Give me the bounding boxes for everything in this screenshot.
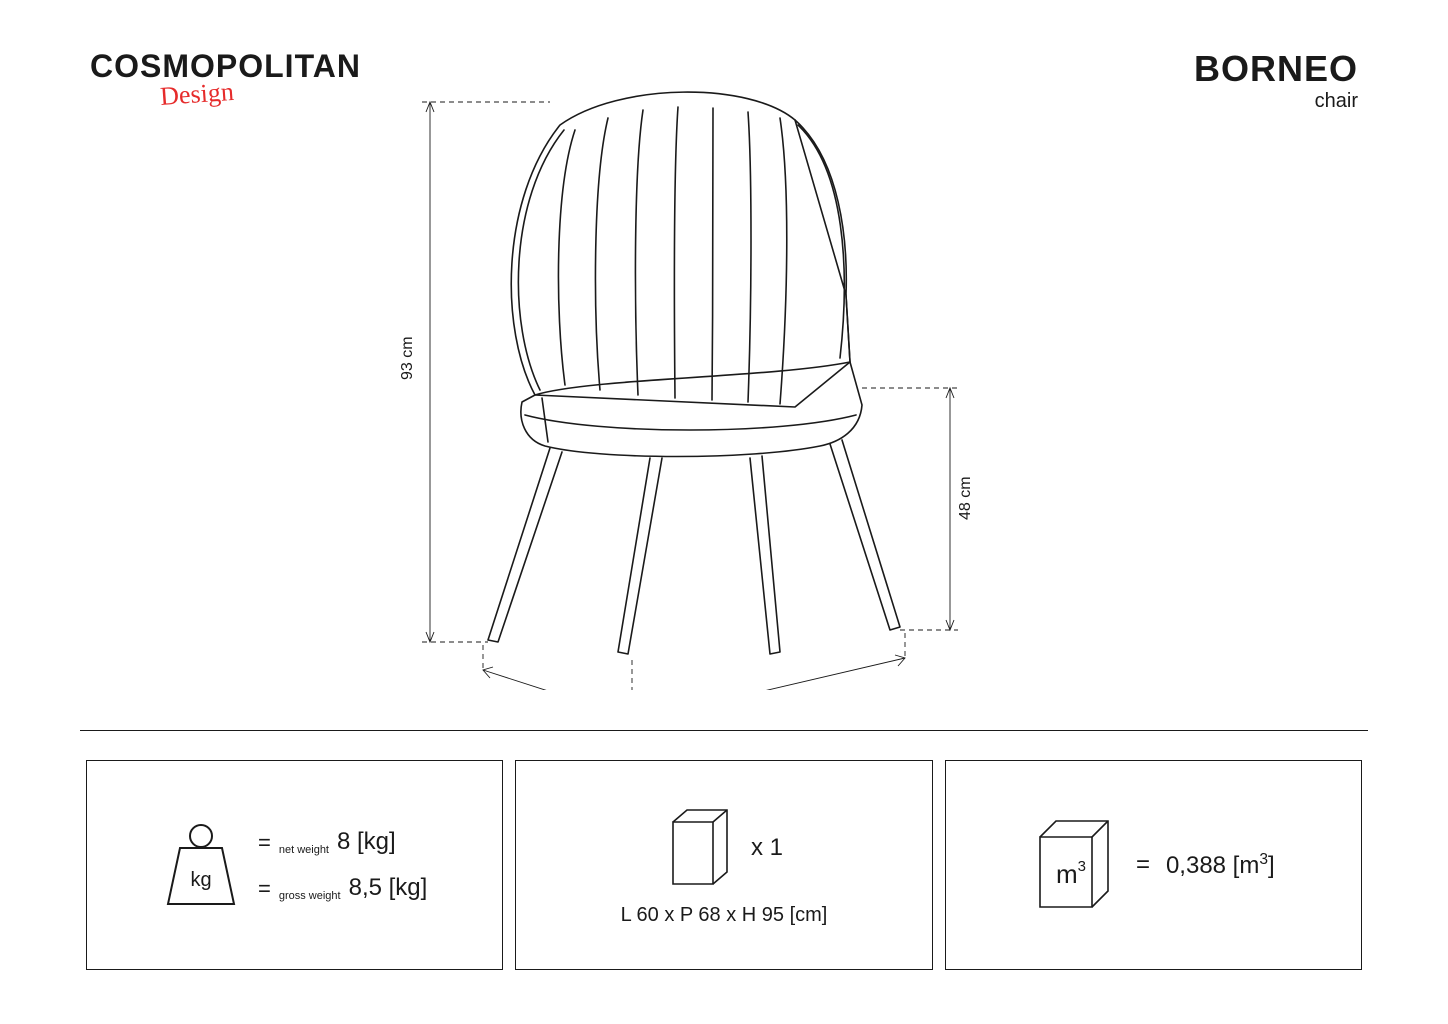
spec-row: kg = net weight 8 [kg] = gross weight 8,… [80,760,1368,970]
section-divider [80,730,1368,731]
brand-logo: COSMOPOLITAN Design [90,48,361,113]
weight-icon: kg [162,820,240,910]
product-name: BORNEO [1194,48,1358,90]
weight-icon-label: kg [190,869,211,891]
net-weight-value: 8 [kg] [337,828,396,856]
gross-weight-line: = gross weight 8,5 [kg] [258,874,427,902]
volume-icon: m3 [1032,815,1120,915]
product-title: BORNEO chair [1194,48,1358,113]
dim-height-total: 93 cm [399,336,416,380]
package-count: x 1 [751,834,783,862]
package-cell: x 1 L 60 x P 68 x H 95 [cm] [515,760,932,970]
volume-icon-label: m3 [1056,858,1086,889]
gross-weight-label: gross weight [279,890,341,902]
chair-diagram: 93 cm 48 cm 66 cm 58 cm [350,70,1050,690]
product-type: chair [1194,90,1358,113]
net-weight-line: = net weight 8 [kg] [258,828,427,856]
volume-cell: m3 = 0,388 [m3] [945,760,1362,970]
dim-seat-height: 48 cm [957,476,974,520]
net-weight-label: net weight [279,844,329,856]
weight-cell: kg = net weight 8 [kg] = gross weight 8,… [86,760,503,970]
box-icon [665,804,735,892]
package-dims: L 60 x P 68 x H 95 [cm] [621,904,828,927]
volume-value: 0,388 [m3] [1166,851,1275,880]
gross-weight-value: 8,5 [kg] [349,874,428,902]
